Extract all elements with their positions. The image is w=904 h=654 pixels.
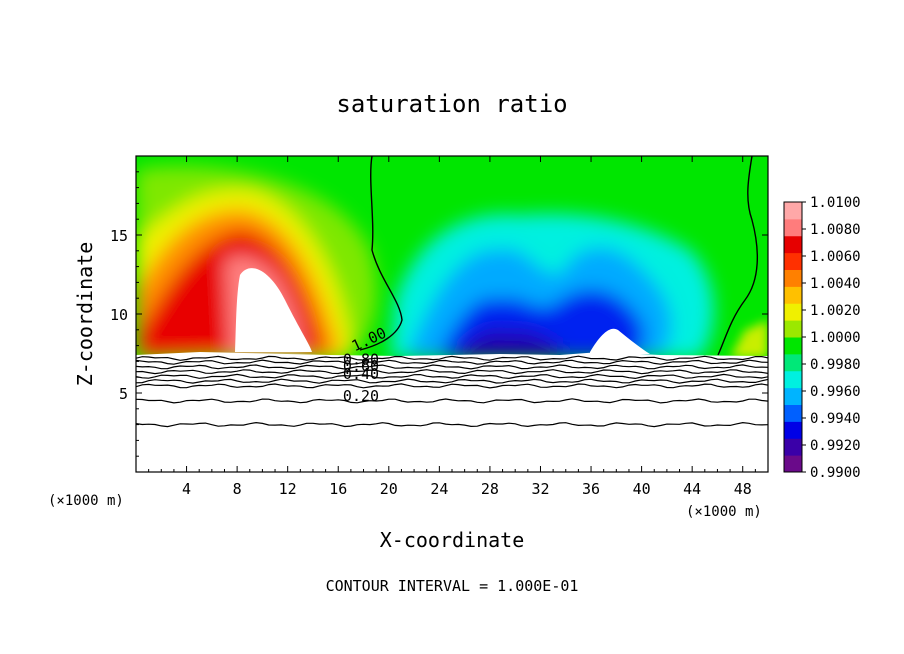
contour-line — [136, 364, 768, 370]
contour-label: 0.20 — [343, 387, 379, 405]
colorbar-label: 0.9920 — [810, 438, 861, 454]
colorbar-label: 0.9940 — [810, 411, 861, 427]
x-unit-left: (×1000 m) — [48, 493, 124, 509]
colorbar-swatch — [784, 269, 802, 287]
contour-label: 0.80 — [343, 351, 379, 369]
x-tick-label: 24 — [430, 480, 448, 498]
subsaturated-region — [390, 213, 714, 358]
x-tick-label: 20 — [380, 480, 398, 498]
x-tick-label: 4 — [182, 480, 191, 498]
colorbar-swatch — [784, 387, 802, 405]
footer-note: CONTOUR INTERVAL = 1.000E-01 — [326, 577, 579, 595]
colorbar: 1.0100 1.0080 1.0060 1.0040 1.0020 1.0000 0.99… — [783, 195, 861, 481]
x-tick-label: 28 — [481, 480, 499, 498]
x-tick-label: 48 — [734, 480, 752, 498]
colorbar-label: 1.0000 — [810, 330, 861, 346]
contour-label: 0.60 — [343, 357, 379, 375]
colorbar-swatch — [784, 235, 802, 254]
x-tick-label: 44 — [683, 480, 701, 498]
x-tick-label: 40 — [633, 480, 651, 498]
colorbar-label: 1.0100 — [810, 195, 861, 211]
colorbar-swatch — [784, 438, 802, 456]
right-edge-region — [730, 320, 768, 358]
colorbar-swatch — [784, 353, 802, 372]
contour-line — [136, 369, 768, 375]
x-tick-label: 36 — [582, 480, 600, 498]
x-tick-label: 32 — [531, 480, 549, 498]
colorbar-label: 1.0040 — [810, 276, 861, 292]
contour-label: 0.40 — [343, 365, 379, 383]
colorbar-swatch — [784, 320, 802, 338]
x-unit-right: (×1000 m) — [686, 504, 762, 520]
x-axis: 4 8 12 16 20 24 28 32 36 40 44 48 — [148, 156, 756, 498]
y-tick-label: 10 — [110, 306, 128, 324]
y-tick-label: 15 — [110, 227, 128, 245]
colorbar-label: 0.9960 — [810, 384, 861, 400]
plot-area — [136, 156, 768, 472]
x-axis-label: X-coordinate — [380, 528, 525, 552]
field-dark-blue — [460, 329, 560, 358]
white-blob-left — [235, 268, 312, 352]
contour-lines — [136, 355, 768, 428]
colorbar-label: 1.0060 — [810, 249, 861, 265]
contour-line-1.00-left — [359, 156, 403, 351]
colorbar-swatch — [784, 455, 802, 473]
x-tick-label: 8 — [233, 480, 242, 498]
colorbar-swatch — [784, 252, 802, 270]
white-blob-right — [590, 328, 650, 354]
colorbar-swatch — [784, 404, 802, 422]
terrain-mask — [136, 352, 768, 472]
contour-line — [136, 359, 768, 365]
x-tick-label: 16 — [329, 480, 347, 498]
contour-line — [136, 398, 768, 404]
colorbar-label: 0.9900 — [810, 465, 861, 481]
contour-line — [136, 383, 768, 389]
y-tick-label: 5 — [119, 385, 128, 403]
colorbar-swatch — [784, 421, 802, 439]
chart-title: saturation ratio — [336, 90, 567, 118]
colorbar-label: 1.0020 — [810, 303, 861, 319]
contour-line-1.00-right — [717, 156, 759, 356]
colorbar-swatch — [784, 337, 802, 355]
colorbar-swatch — [784, 303, 802, 321]
x-tick-label: 12 — [279, 480, 297, 498]
colorbar-label: 0.9980 — [810, 357, 861, 373]
field-right-yellow — [730, 320, 768, 358]
colorbar-swatch — [784, 202, 802, 220]
colorbar-swatch — [784, 286, 802, 304]
y-axis-label: Z-coordinate — [73, 242, 97, 387]
colorbar-swatch — [784, 370, 802, 389]
contour-line — [136, 378, 768, 384]
contour-line — [136, 421, 768, 428]
contour-line — [136, 373, 768, 380]
colorbar-swatch — [784, 218, 802, 237]
contour-line — [136, 355, 768, 361]
colorbar-label: 1.0080 — [810, 222, 861, 238]
y-axis: 5 10 15 — [110, 171, 768, 457]
